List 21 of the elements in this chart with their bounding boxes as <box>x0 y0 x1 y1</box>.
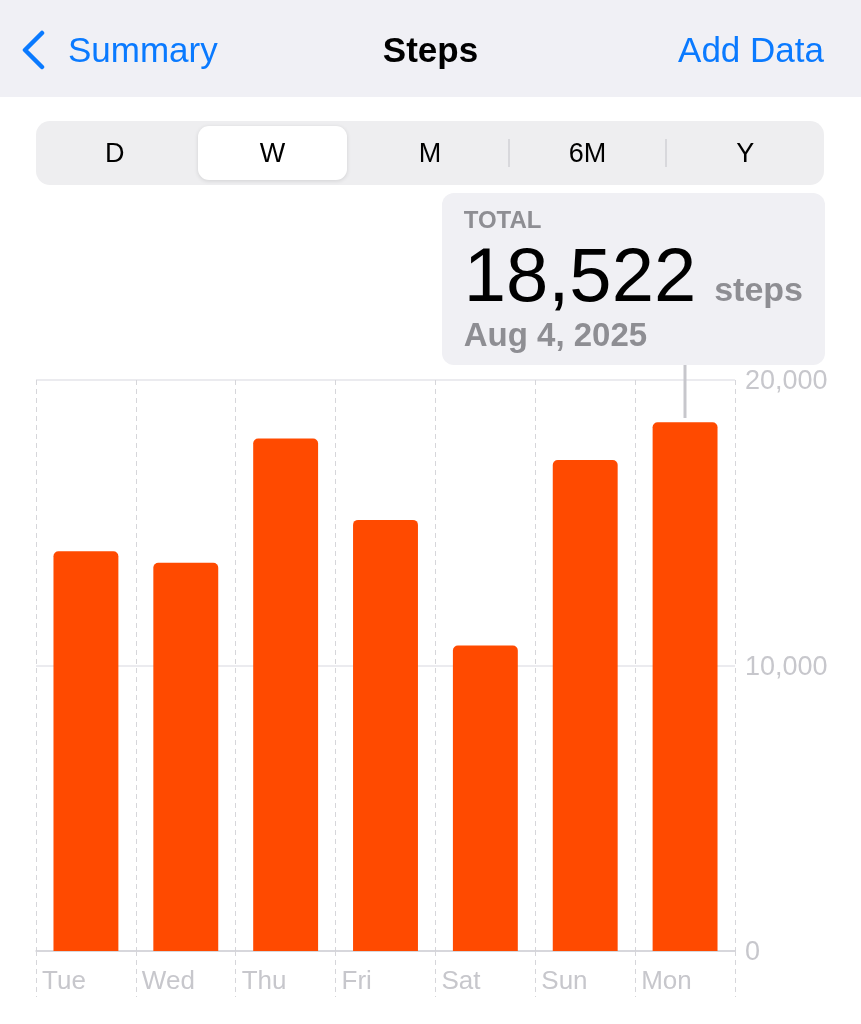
bar <box>253 438 319 951</box>
x-tick-label: Fri <box>341 965 372 995</box>
x-tick-label: Mon <box>641 965 692 995</box>
bar <box>452 645 518 951</box>
chart-title: Steps <box>382 30 479 69</box>
bar <box>153 562 219 951</box>
y-tick-label: 10,000 <box>745 650 828 681</box>
y-tick-label: 0 <box>745 936 761 966</box>
bar <box>652 422 718 951</box>
x-tick-label: Thu <box>241 965 287 995</box>
navigation-bar: Summary Steps Add Data <box>0 0 861 97</box>
x-tick-label: Tue <box>42 965 86 995</box>
y-tick-label: 20,000 <box>745 365 828 395</box>
annotation: 18,522 <box>463 232 697 317</box>
bar <box>53 551 119 951</box>
x-tick-label: Wed <box>141 965 195 995</box>
x-tick-label: Sun <box>541 965 588 995</box>
segmented-control: D W M 6M Y <box>36 121 824 185</box>
x-tick-label: Sat <box>441 965 482 995</box>
bar <box>552 459 618 951</box>
bar <box>353 519 418 951</box>
